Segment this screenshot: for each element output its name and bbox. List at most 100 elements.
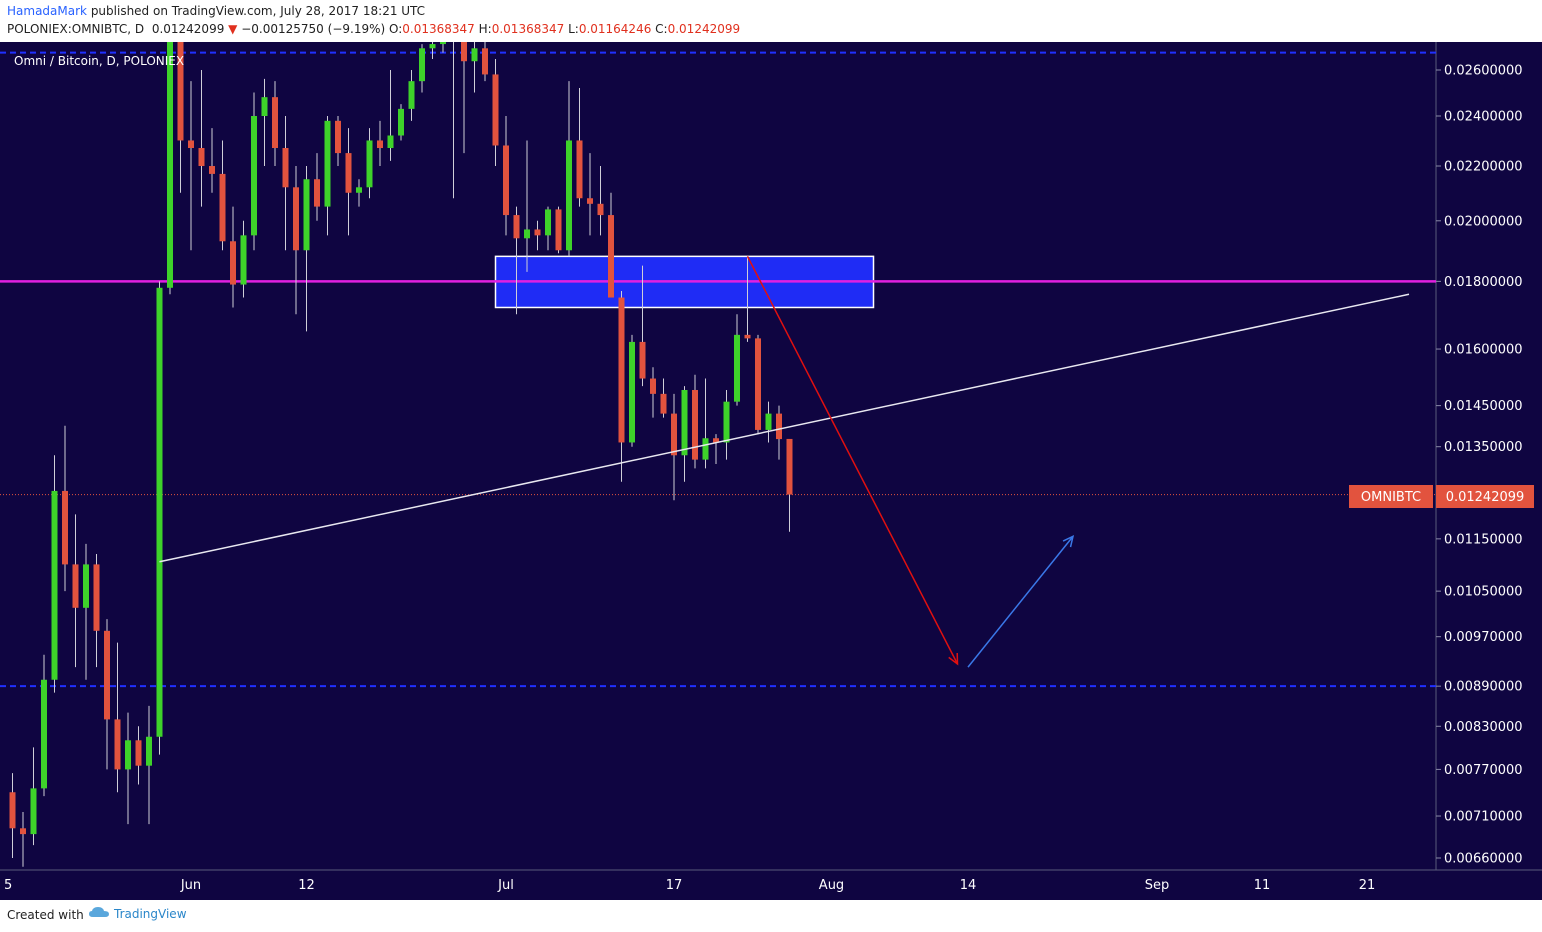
- candle-2017-06-26: [453, 42, 454, 199]
- cloud-icon: [89, 907, 109, 917]
- tradingview-brand: TradingView: [114, 907, 187, 921]
- candle-body: [272, 97, 278, 149]
- candle-2017-07-18: [681, 386, 688, 482]
- candle-body: [723, 401, 730, 443]
- candle-2017-06-23: [419, 44, 425, 93]
- candle-2017-06-17: [356, 179, 362, 207]
- candle-2017-07-05: [545, 206, 551, 251]
- candle-body: [41, 679, 47, 789]
- y-tick-label: 0.01350000: [1444, 440, 1523, 455]
- candle-body: [576, 140, 583, 199]
- publish-line: HamadaMark published on TradingView.com,…: [7, 4, 425, 18]
- candle-body: [713, 438, 719, 443]
- candle-body: [209, 166, 215, 174]
- candle-body: [482, 48, 488, 75]
- candle-2017-07-22: [723, 389, 730, 460]
- candle-2017-07-13: [629, 334, 635, 447]
- last-price: 0.01242099: [151, 22, 225, 36]
- down-arrow: [746, 256, 959, 666]
- candle-body: [51, 490, 58, 680]
- candle-body: [629, 341, 635, 443]
- candle-body: [335, 120, 341, 154]
- candle-body: [230, 241, 236, 285]
- arrow-shaft: [746, 256, 959, 665]
- y-tick-label: 0.00890000: [1444, 680, 1523, 695]
- candle-2017-06-22: [408, 70, 415, 121]
- candle-body: [566, 140, 572, 251]
- candle-body: [692, 389, 698, 460]
- x-tick-label: Aug: [819, 878, 844, 893]
- candle-2017-05-28: [146, 705, 152, 825]
- y-tick-label: 0.01600000: [1444, 343, 1523, 358]
- candle-body: [597, 203, 604, 216]
- candle-body: [93, 564, 100, 631]
- candle-2017-06-24: [429, 42, 436, 60]
- price-tag-symbol: OMNIBTC: [1361, 490, 1421, 505]
- candle-2017-05-29: [156, 281, 163, 755]
- open-value: 0.01368347: [402, 22, 475, 36]
- candle-body: [702, 438, 709, 460]
- candle-body: [734, 334, 740, 402]
- y-tick-label: 0.01800000: [1444, 275, 1523, 290]
- candle-2017-07-23: [734, 314, 740, 406]
- published-text: published on TradingView.com, July 28, 2…: [90, 4, 426, 18]
- candle-2017-07-25: [755, 334, 761, 435]
- candle-body: [167, 42, 173, 288]
- candle-body: [639, 341, 646, 379]
- candle-2017-05-21: [72, 514, 79, 668]
- candle-2017-06-29: [482, 42, 488, 82]
- arrow-shaft: [967, 535, 1074, 668]
- y-tick-label: 0.02600000: [1444, 64, 1523, 79]
- candle-body: [765, 413, 772, 430]
- up-arrow: [967, 535, 1075, 668]
- candle-2017-05-22: [83, 543, 89, 680]
- candle-body: [671, 413, 677, 456]
- candle-2017-07-06: [555, 206, 562, 254]
- candle-body: [146, 736, 152, 766]
- candle-body: [398, 108, 404, 136]
- author-link[interactable]: HamadaMark: [7, 4, 87, 18]
- candle-2017-06-04: [219, 140, 226, 251]
- candle-body: [366, 140, 373, 188]
- candle-body: [377, 140, 383, 149]
- x-tick-label: Sep: [1145, 878, 1170, 893]
- candle-body: [440, 42, 446, 45]
- low-label: L:: [568, 22, 579, 36]
- candlestick-chart[interactable]: 0.02600000 0.02400000 0.02200000 0.02000000…: [0, 0, 1542, 900]
- candle-body: [188, 140, 194, 149]
- candle-2017-06-11: [293, 166, 299, 315]
- chart-footer: Created with TradingView: [0, 900, 1542, 932]
- candle-2017-06-08: [261, 78, 268, 167]
- x-tick-label: Jul: [497, 878, 514, 893]
- candle-body: [293, 187, 299, 251]
- price-change: −0.00125750 (−9.19%): [241, 22, 386, 36]
- open-label: O:: [389, 22, 403, 36]
- candle-body: [219, 173, 226, 242]
- candle-body: [429, 44, 436, 49]
- candle-2017-06-03: [209, 128, 215, 193]
- candle-body: [618, 297, 625, 443]
- candle-2017-06-01: [188, 81, 194, 251]
- price-tag-value: 0.01242099: [1446, 490, 1525, 505]
- symbol-label: POLONIEX:OMNIBTC, D: [7, 22, 145, 36]
- candle-body: [20, 828, 26, 835]
- x-tick-label: 5: [4, 878, 12, 893]
- candle-2017-07-11: [608, 192, 614, 298]
- candle-2017-07-09: [587, 153, 593, 236]
- candle-body: [9, 792, 16, 829]
- candle-2017-05-26: [125, 712, 131, 825]
- candle-2017-07-04: [534, 220, 541, 251]
- candle-2017-05-24: [104, 619, 110, 770]
- candle-body: [198, 148, 205, 167]
- candle-body: [72, 564, 79, 608]
- candle-body: [314, 179, 320, 207]
- candle-2017-06-30: [492, 59, 499, 167]
- candle-2017-06-02: [198, 70, 205, 207]
- y-tick-label: 0.02200000: [1444, 160, 1523, 175]
- candle-body: [492, 74, 499, 146]
- candle-body: [177, 42, 184, 141]
- candle-body: [125, 740, 131, 770]
- candle-body: [156, 287, 163, 737]
- tradingview-logo-link[interactable]: TradingView: [88, 906, 187, 921]
- candle-body: [461, 42, 467, 62]
